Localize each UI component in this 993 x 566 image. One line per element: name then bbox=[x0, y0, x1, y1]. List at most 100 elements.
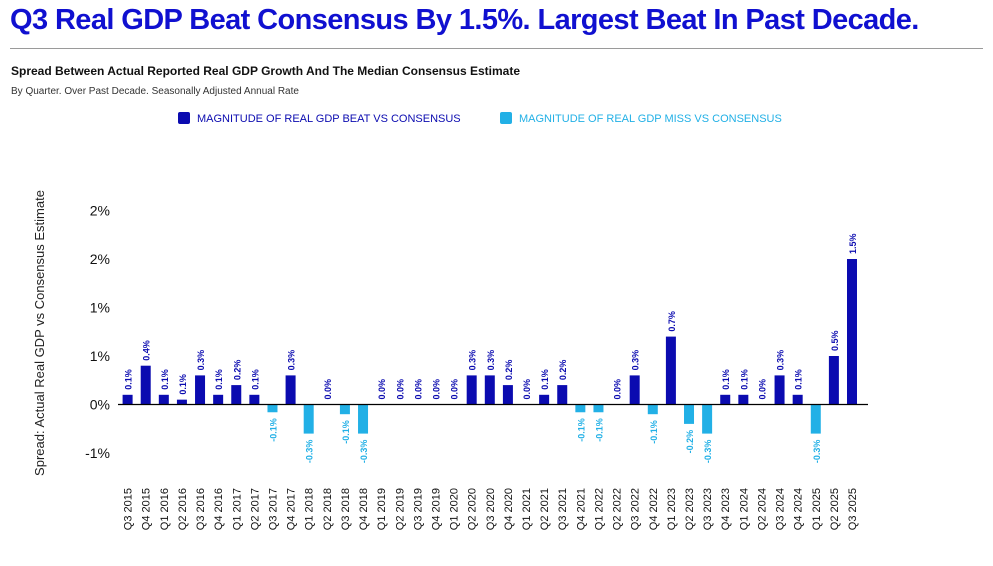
data-label: 0.0% bbox=[431, 379, 441, 400]
bar-beat bbox=[847, 259, 857, 405]
x-tick-label: Q1 2018 bbox=[304, 488, 316, 530]
bar-miss bbox=[810, 404, 821, 434]
data-label: -0.3% bbox=[305, 440, 315, 464]
x-tick-label: Q1 2019 bbox=[376, 488, 388, 530]
bar-miss bbox=[593, 404, 604, 413]
x-tick-label: Q3 2025 bbox=[847, 488, 859, 530]
bar-beat bbox=[828, 356, 839, 405]
x-tick-label: Q4 2020 bbox=[503, 488, 515, 530]
data-label: -0.3% bbox=[703, 440, 713, 464]
data-label: 0.0% bbox=[450, 379, 460, 400]
x-tick-label: Q4 2017 bbox=[286, 488, 298, 530]
data-label: 0.0% bbox=[395, 379, 405, 400]
x-tick-label: Q4 2015 bbox=[141, 488, 153, 530]
x-tick-label: Q3 2022 bbox=[630, 488, 642, 530]
bar-beat bbox=[539, 394, 550, 405]
data-label: 0.0% bbox=[757, 379, 767, 400]
bar-miss bbox=[267, 404, 278, 413]
data-label: 1.5% bbox=[848, 233, 858, 254]
data-label: 0.1% bbox=[739, 369, 749, 390]
chart-subtitle: Spread Between Actual Reported Real GDP … bbox=[11, 64, 520, 78]
x-tick-label: Q1 2022 bbox=[593, 488, 605, 530]
x-tick-label: Q4 2022 bbox=[648, 488, 660, 530]
y-tick-label: 0% bbox=[90, 397, 110, 413]
x-tick-label: Q1 2017 bbox=[231, 488, 243, 530]
data-label: -0.1% bbox=[576, 418, 586, 442]
data-label: -0.1% bbox=[268, 418, 278, 442]
legend-swatch-miss bbox=[500, 112, 512, 124]
bar-miss bbox=[702, 404, 713, 434]
x-tick-label: Q2 2022 bbox=[612, 488, 624, 530]
y-tick-label: 2% bbox=[90, 251, 110, 267]
x-tick-label: Q3 2021 bbox=[557, 488, 569, 530]
data-label: -0.2% bbox=[685, 430, 695, 454]
data-label: 0.1% bbox=[178, 374, 188, 395]
bar-beat bbox=[195, 375, 206, 405]
data-label: -0.3% bbox=[812, 440, 822, 464]
data-label: 0.2% bbox=[232, 360, 242, 381]
data-label: 0.1% bbox=[124, 369, 134, 390]
bar-miss bbox=[339, 404, 350, 415]
bar-beat bbox=[720, 394, 731, 405]
data-label: 0.5% bbox=[830, 330, 840, 351]
y-tick-label: 1% bbox=[90, 348, 110, 364]
legend-label-miss: MAGNITUDE OF REAL GDP MISS VS CONSENSUS bbox=[519, 113, 782, 125]
x-tick-label: Q1 2023 bbox=[666, 488, 678, 530]
bar-miss bbox=[358, 404, 369, 434]
data-label: 0.4% bbox=[142, 340, 152, 361]
x-tick-label: Q2 2019 bbox=[394, 488, 406, 530]
bar-miss bbox=[684, 404, 695, 424]
x-tick-label: Q2 2017 bbox=[249, 488, 261, 530]
x-tick-label: Q2 2024 bbox=[756, 488, 768, 530]
bar-beat bbox=[502, 385, 513, 405]
y-tick-label: 2% bbox=[90, 203, 110, 219]
x-tick-label: Q2 2021 bbox=[539, 488, 551, 530]
x-tick-label: Q2 2016 bbox=[177, 488, 189, 530]
data-label: 0.3% bbox=[196, 350, 206, 371]
x-tick-label: Q1 2021 bbox=[521, 488, 533, 530]
title-divider bbox=[10, 48, 983, 49]
bar-miss bbox=[575, 404, 586, 413]
x-tick-label: Q2 2023 bbox=[684, 488, 696, 530]
data-label: 0.0% bbox=[377, 379, 387, 400]
bar-miss bbox=[647, 404, 658, 415]
data-label: 0.3% bbox=[486, 350, 496, 371]
bar-beat bbox=[231, 385, 242, 405]
x-tick-label: Q4 2023 bbox=[720, 488, 732, 530]
data-label: 0.0% bbox=[522, 379, 532, 400]
bar-beat bbox=[629, 375, 640, 405]
bar-beat bbox=[466, 375, 477, 405]
legend-label-beat: MAGNITUDE OF REAL GDP BEAT VS CONSENSUS bbox=[197, 113, 461, 125]
data-label: -0.1% bbox=[341, 420, 351, 444]
x-tick-label: Q3 2019 bbox=[412, 488, 424, 530]
data-label: 0.3% bbox=[468, 350, 478, 371]
bar-beat bbox=[792, 394, 803, 405]
x-tick-label: Q3 2018 bbox=[340, 488, 352, 530]
bar-beat bbox=[213, 394, 224, 405]
data-label: 0.1% bbox=[160, 369, 170, 390]
y-tick-label: -1% bbox=[85, 445, 110, 461]
bar-miss bbox=[303, 404, 314, 434]
x-tick-label: Q1 2020 bbox=[449, 488, 461, 530]
x-tick-label: Q4 2018 bbox=[358, 488, 370, 530]
x-tick-label: Q3 2024 bbox=[775, 488, 787, 530]
x-tick-label: Q3 2020 bbox=[485, 488, 497, 530]
bar-beat bbox=[140, 365, 151, 405]
x-tick-label: Q4 2021 bbox=[575, 488, 587, 530]
bar-beat bbox=[176, 399, 187, 405]
x-tick-label: Q2 2018 bbox=[322, 488, 334, 530]
y-tick-label: 1% bbox=[90, 300, 110, 316]
headline: Q3 Real GDP Beat Consensus By 1.5%. Larg… bbox=[10, 4, 919, 36]
bar-beat bbox=[285, 375, 296, 405]
data-label: 0.1% bbox=[540, 369, 550, 390]
chart-note: By Quarter. Over Past Decade. Seasonally… bbox=[11, 86, 299, 97]
data-label: 0.2% bbox=[558, 360, 568, 381]
x-tick-label: Q1 2024 bbox=[738, 488, 750, 530]
data-label: 0.0% bbox=[323, 379, 333, 400]
bar-beat bbox=[738, 394, 749, 405]
bar-beat bbox=[557, 385, 568, 405]
x-tick-label: Q2 2020 bbox=[467, 488, 479, 530]
x-tick-label: Q1 2025 bbox=[811, 488, 823, 530]
x-tick-label: Q4 2024 bbox=[793, 488, 805, 530]
